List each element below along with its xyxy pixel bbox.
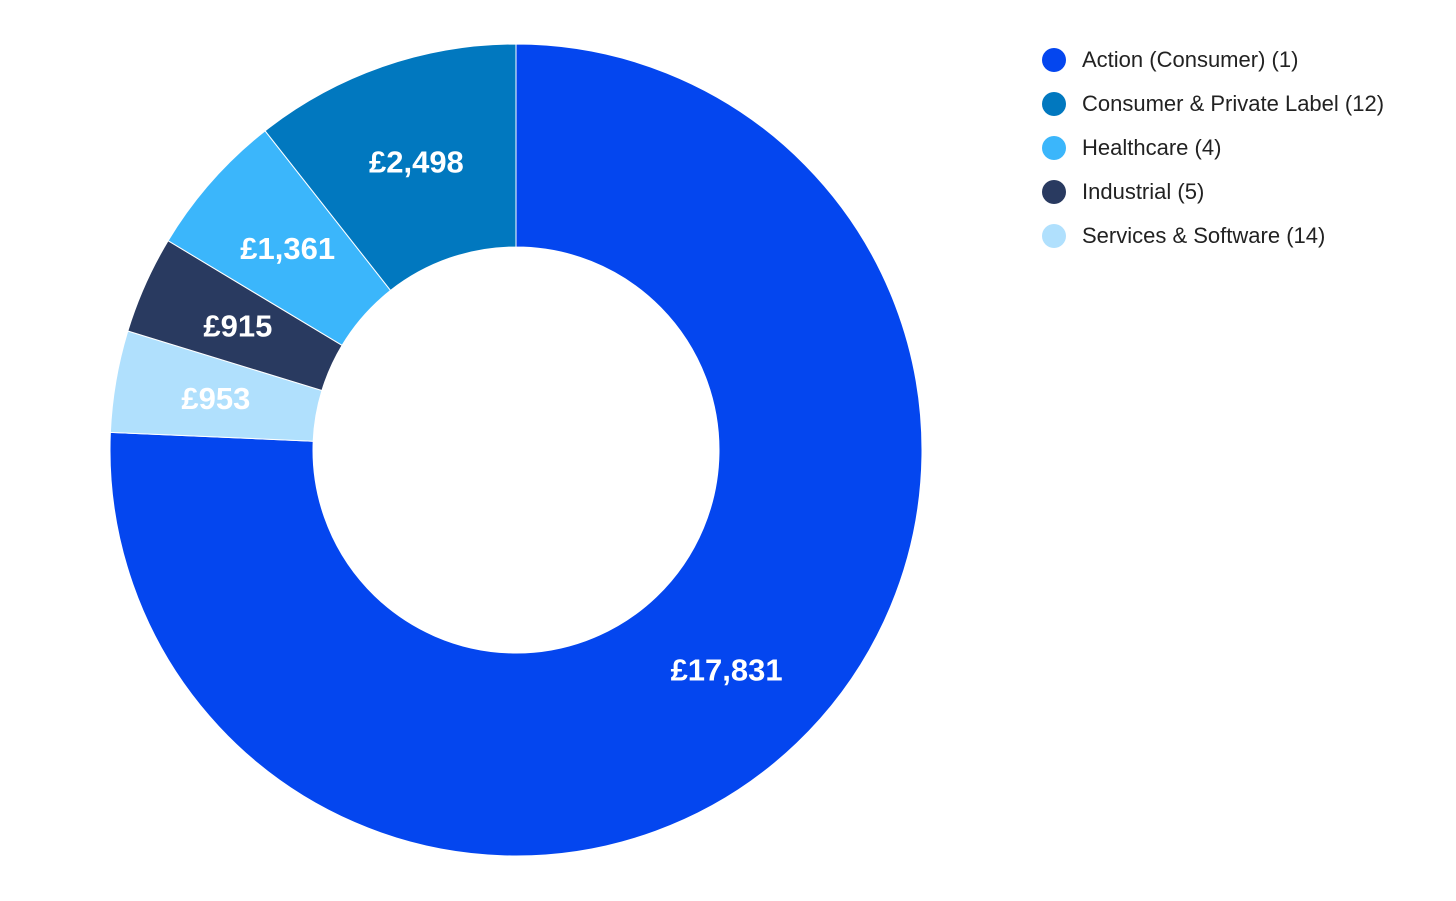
legend-swatch-services-software bbox=[1042, 224, 1066, 248]
donut-slices bbox=[109, 43, 923, 857]
legend-label-consumer-private-label: Consumer & Private Label (12) bbox=[1082, 91, 1385, 116]
slice-label-industrial: £915 bbox=[203, 309, 272, 344]
chart-legend: Action (Consumer) (1) Consumer & Private… bbox=[1042, 38, 1384, 258]
legend-item-healthcare[interactable]: Healthcare (4) bbox=[1042, 126, 1384, 170]
slice-label-action-consumer: £17,831 bbox=[671, 652, 783, 687]
legend-swatch-action-consumer bbox=[1042, 48, 1066, 72]
slice-label-healthcare: £1,361 bbox=[240, 231, 335, 266]
legend-label-healthcare: Healthcare (4) bbox=[1082, 135, 1222, 160]
legend-label-industrial: Industrial (5) bbox=[1082, 179, 1205, 204]
legend-swatch-healthcare bbox=[1042, 136, 1066, 160]
legend-item-industrial[interactable]: Industrial (5) bbox=[1042, 170, 1384, 214]
slice-labels: £17,831 £953 £915 £1,361 £2,498 bbox=[181, 145, 782, 688]
legend-label-action-consumer: Action (Consumer) (1) bbox=[1082, 47, 1299, 72]
slice-consumer-private-label[interactable] bbox=[264, 43, 517, 292]
legend-swatch-industrial bbox=[1042, 180, 1066, 204]
legend-item-services-software[interactable]: Services & Software (14) bbox=[1042, 214, 1384, 258]
legend-label-services-software: Services & Software (14) bbox=[1082, 223, 1326, 248]
legend-swatch-consumer-private-label bbox=[1042, 92, 1066, 116]
slice-action-consumer[interactable] bbox=[109, 43, 923, 857]
legend-item-action-consumer[interactable]: Action (Consumer) (1) bbox=[1042, 38, 1384, 82]
legend-item-consumer-private-label[interactable]: Consumer & Private Label (12) bbox=[1042, 82, 1384, 126]
slice-label-services-software: £953 bbox=[181, 381, 250, 416]
slice-label-consumer-private-label: £2,498 bbox=[369, 145, 464, 180]
